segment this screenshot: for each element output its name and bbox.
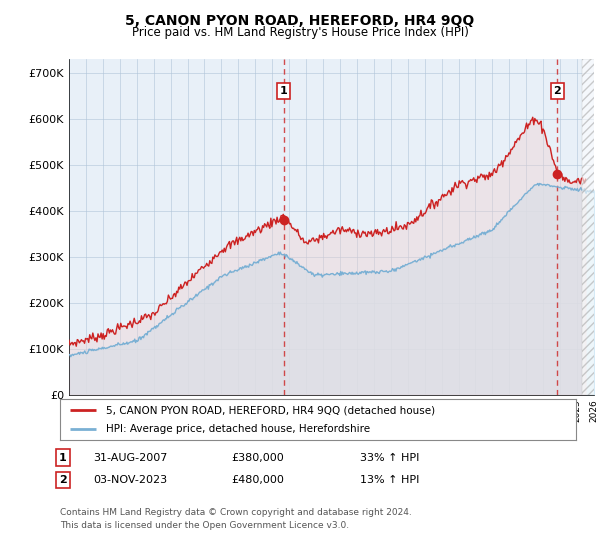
Text: £480,000: £480,000 [231, 475, 284, 485]
Text: Price paid vs. HM Land Registry's House Price Index (HPI): Price paid vs. HM Land Registry's House … [131, 26, 469, 39]
Text: 5, CANON PYON ROAD, HEREFORD, HR4 9QQ: 5, CANON PYON ROAD, HEREFORD, HR4 9QQ [125, 14, 475, 28]
Text: 2: 2 [59, 475, 67, 485]
Text: 1: 1 [59, 452, 67, 463]
Text: 1: 1 [280, 86, 287, 96]
Text: £380,000: £380,000 [231, 452, 284, 463]
Text: 5, CANON PYON ROAD, HEREFORD, HR4 9QQ (detached house): 5, CANON PYON ROAD, HEREFORD, HR4 9QQ (d… [106, 405, 436, 415]
Text: 13% ↑ HPI: 13% ↑ HPI [360, 475, 419, 485]
Text: Contains HM Land Registry data © Crown copyright and database right 2024.
This d: Contains HM Land Registry data © Crown c… [60, 508, 412, 530]
Text: HPI: Average price, detached house, Herefordshire: HPI: Average price, detached house, Here… [106, 424, 371, 433]
Text: 2: 2 [554, 86, 561, 96]
Text: 31-AUG-2007: 31-AUG-2007 [93, 452, 167, 463]
Text: 03-NOV-2023: 03-NOV-2023 [93, 475, 167, 485]
Text: 33% ↑ HPI: 33% ↑ HPI [360, 452, 419, 463]
